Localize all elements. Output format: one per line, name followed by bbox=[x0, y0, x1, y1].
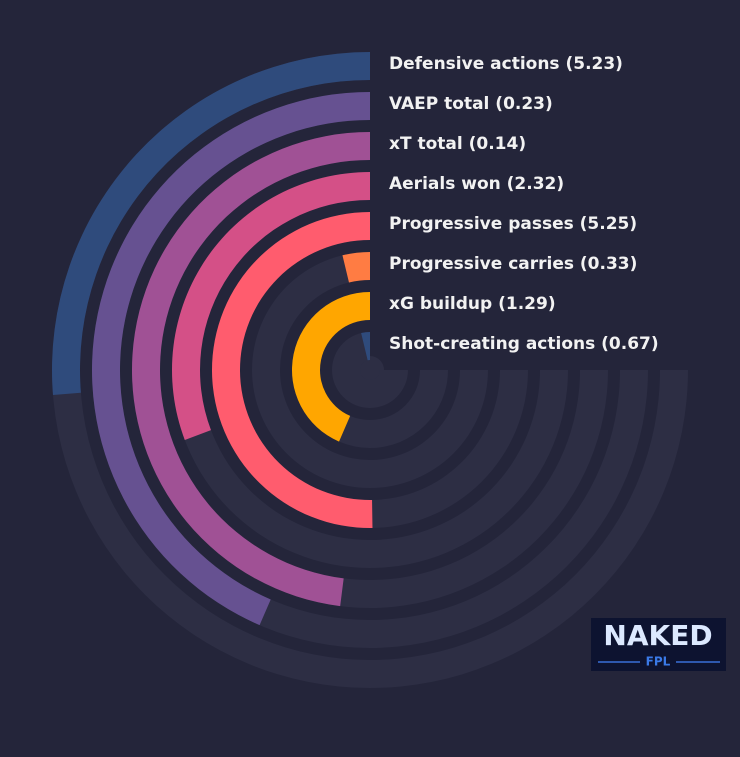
bar bbox=[172, 172, 370, 440]
bars bbox=[51, 52, 373, 626]
bar-label: Shot-creating actions (0.67) bbox=[389, 334, 659, 354]
bar bbox=[51, 52, 371, 395]
center-dot bbox=[356, 356, 384, 384]
bar bbox=[361, 332, 370, 361]
logo-title: NAKED bbox=[603, 619, 712, 652]
bar-label: Aerials won (2.32) bbox=[389, 174, 564, 194]
bar-label: Defensive actions (5.23) bbox=[389, 54, 623, 74]
bar-label: xG buildup (1.29) bbox=[389, 294, 556, 314]
bar bbox=[92, 92, 370, 626]
bar-label: VAEP total (0.23) bbox=[389, 94, 553, 114]
logo: NAKED FPL bbox=[591, 618, 726, 671]
bar bbox=[292, 292, 370, 442]
bar-label: Progressive passes (5.25) bbox=[389, 214, 637, 234]
track bbox=[332, 332, 408, 408]
labels: Defensive actions (5.23) VAEP total (0.23… bbox=[389, 54, 659, 354]
bar-label: xT total (0.14) bbox=[389, 134, 526, 154]
bar-label: Progressive carries (0.33) bbox=[389, 254, 637, 274]
bar bbox=[131, 132, 370, 607]
bar bbox=[342, 252, 370, 283]
bar bbox=[212, 212, 373, 528]
logo-subtitle: FPL bbox=[646, 655, 671, 669]
